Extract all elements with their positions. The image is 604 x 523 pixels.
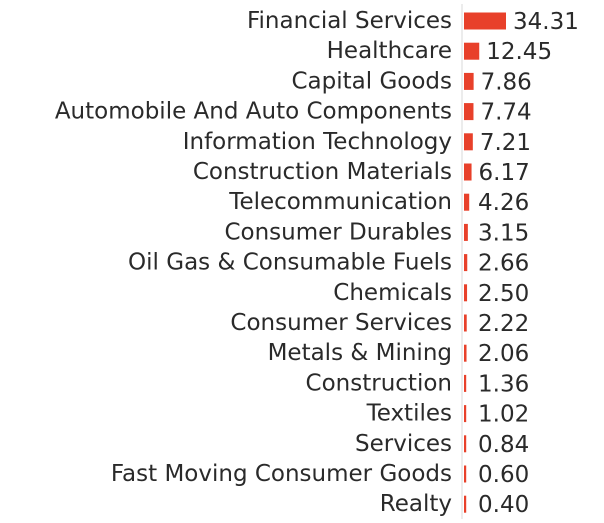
- bar: [464, 72, 474, 90]
- category-label: Chemicals: [333, 280, 452, 306]
- category-label: Telecommunication: [228, 189, 452, 215]
- bar: [464, 103, 474, 121]
- bar: [464, 374, 467, 392]
- category-label: Consumer Services: [230, 310, 452, 336]
- value-label: 12.45: [486, 39, 552, 65]
- value-label: 7.74: [480, 100, 531, 126]
- bar: [464, 314, 467, 332]
- value-label: 2.66: [478, 251, 529, 277]
- category-label: Metals & Mining: [268, 340, 452, 366]
- category-label: Oil Gas & Consumable Fuels: [128, 250, 452, 276]
- category-label: Construction: [306, 370, 452, 396]
- value-label: 7.86: [481, 69, 532, 95]
- bar: [464, 193, 470, 211]
- value-label: 0.60: [478, 462, 529, 488]
- bar: [464, 495, 467, 513]
- value-label: 1.36: [478, 371, 529, 397]
- bar: [464, 435, 467, 453]
- bar: [464, 344, 467, 362]
- category-label: Textiles: [366, 401, 452, 427]
- value-label: 3.15: [478, 220, 529, 246]
- category-label: Fast Moving Consumer Goods: [111, 461, 452, 487]
- category-label: Healthcare: [327, 38, 452, 64]
- category-label: Realty: [380, 491, 452, 517]
- bar: [464, 12, 506, 30]
- bar: [464, 133, 473, 151]
- bar: [464, 284, 468, 302]
- category-label: Automobile And Auto Components: [55, 99, 452, 125]
- bar: [464, 254, 468, 272]
- category-label: Construction Materials: [193, 159, 452, 185]
- bar: [464, 465, 467, 483]
- bar: [464, 405, 467, 423]
- value-label: 2.22: [478, 311, 529, 337]
- value-label: 7.21: [480, 130, 531, 156]
- value-label: 1.02: [478, 402, 529, 428]
- bar: [464, 223, 468, 241]
- category-label: Consumer Durables: [224, 219, 452, 245]
- value-label: 2.50: [478, 281, 529, 307]
- category-label: Information Technology: [183, 129, 452, 155]
- value-label: 6.17: [479, 160, 530, 186]
- value-label: 0.40: [478, 492, 529, 518]
- category-label: Services: [355, 431, 452, 457]
- value-label: 4.26: [478, 190, 529, 216]
- value-label: 2.06: [478, 341, 529, 367]
- bars-group: [464, 12, 506, 513]
- category-label: Financial Services: [247, 8, 452, 34]
- bar: [464, 163, 472, 181]
- category-label: Capital Goods: [291, 68, 452, 94]
- bar: [464, 42, 480, 60]
- value-label: 0.84: [478, 432, 529, 458]
- value-labels-group: 34.31 12.45 7.86 7.74 7.21 6.17 4.26 3.15 2.66 2.…: [478, 9, 579, 518]
- category-labels-group: Financial Services Healthcare Capital Good…: [55, 8, 452, 517]
- value-label: 34.31: [513, 9, 579, 35]
